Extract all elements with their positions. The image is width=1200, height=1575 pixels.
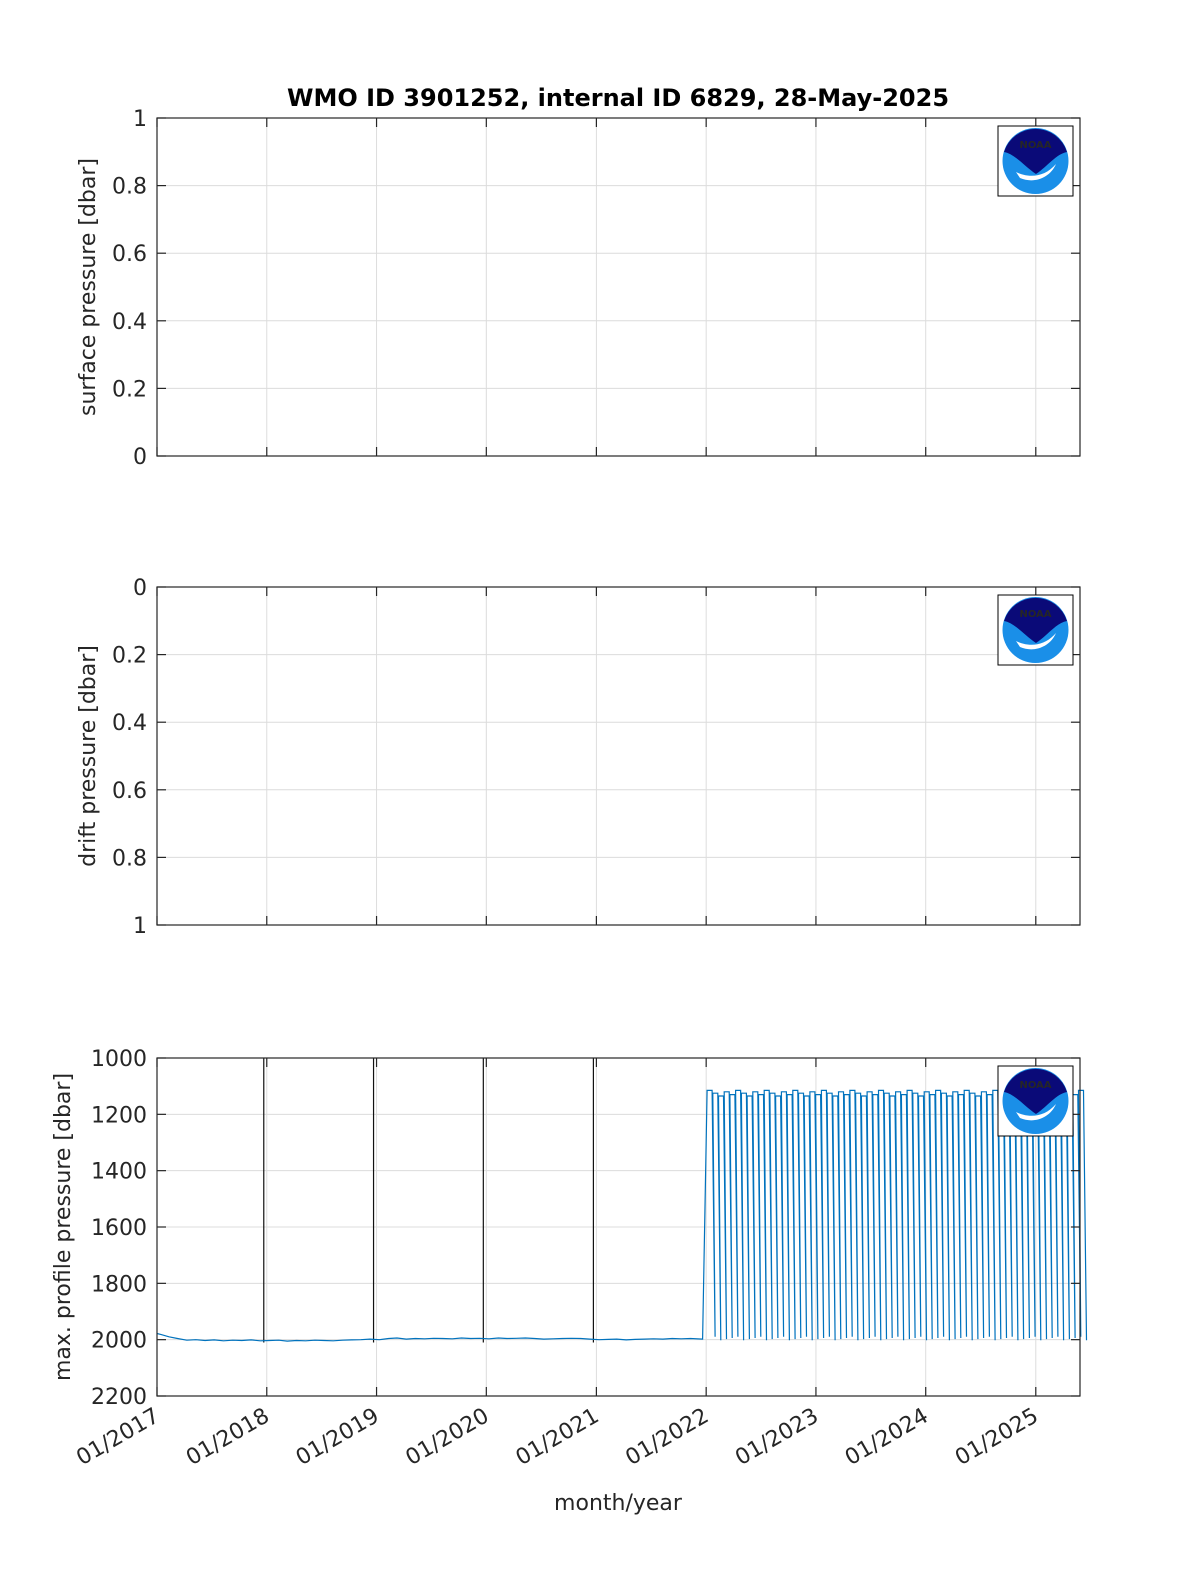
y-tick-label: 0 [133, 576, 147, 601]
logo-text: NOAA [1019, 1080, 1051, 1091]
logo-upper-dark [1004, 1068, 1067, 1114]
profile-pressure-series [156, 1089, 1088, 1342]
profile-y-label: max. profile pressure [dbar] [51, 1073, 76, 1381]
surface-grid [156, 117, 1080, 457]
y-tick-label: 2000 [91, 1329, 147, 1354]
logo-upper-dark [1004, 128, 1067, 174]
logo-text: NOAA [1019, 140, 1051, 151]
y-tick-label: 0.4 [112, 711, 147, 736]
y-tick-label: 0.4 [112, 310, 147, 335]
noaa-logo-2: NOAA [997, 594, 1074, 666]
logo-upper-dark [1004, 597, 1067, 643]
y-tick-label: 1400 [91, 1160, 147, 1185]
y-tick-label: 2200 [91, 1385, 147, 1410]
panel-max-profile-pressure: 1000 1200 1400 1600 1800 2000 2200 max. profil… [51, 1047, 1088, 1471]
drift-axes-frame [156, 586, 1081, 926]
y-tick-label: 1200 [91, 1103, 147, 1128]
drift-grid [156, 586, 1080, 926]
y-tick-label: 1600 [91, 1216, 147, 1241]
y-tick-label: 1 [133, 107, 147, 132]
surface-y-label: surface pressure [dbar] [76, 158, 101, 416]
panel-surface-pressure: 0 0.2 0.4 0.6 0.8 1 surface pressure [dbar] N… [76, 107, 1081, 470]
logo-bird [1016, 1104, 1056, 1121]
profile-pressure-line [156, 1089, 1088, 1342]
logo-text: NOAA [1019, 609, 1051, 620]
panel-drift-pressure: 0 0.2 0.4 0.6 0.8 1 drift pressure [dbar] NOA… [76, 576, 1081, 939]
y-tick-label: 0.6 [112, 242, 147, 267]
surface-y-ticks: 0 0.2 0.4 0.6 0.8 1 [112, 107, 1080, 470]
x-tick-labels: 01/2017 01/2018 01/2019 01/2020 01/2021 01/20… [72, 1404, 1042, 1471]
drift-y-label: drift pressure [dbar] [76, 645, 101, 867]
y-tick-label: 0.6 [112, 779, 147, 804]
logo-bird [1016, 164, 1056, 181]
year-marker-lines [263, 1058, 594, 1343]
profile-y-ticks: 1000 1200 1400 1600 1800 2000 2200 [91, 1047, 1080, 1410]
y-tick-label: 0.8 [112, 846, 147, 871]
surface-axes-frame [156, 117, 1081, 457]
x-axis-label: month/year [554, 1491, 683, 1516]
x-tick-label: 01/2025 [951, 1404, 1043, 1471]
x-tick-label: 01/2022 [622, 1404, 714, 1471]
x-tick-label: 01/2020 [402, 1404, 494, 1471]
x-tick-label: 01/2018 [182, 1404, 274, 1471]
noaa-logo-1: NOAA [997, 125, 1074, 197]
x-tick-label: 01/2021 [512, 1404, 604, 1471]
y-tick-label: 0 [133, 445, 147, 470]
y-tick-label: 0.2 [112, 377, 147, 402]
noaa-logo-3: NOAA [997, 1065, 1074, 1137]
figure-title: WMO ID 3901252, internal ID 6829, 28-May… [287, 84, 949, 112]
y-tick-label: 0.2 [112, 644, 147, 669]
x-tick-label: 01/2019 [292, 1404, 384, 1471]
y-tick-label: 1800 [91, 1272, 147, 1297]
x-tick-label: 01/2023 [731, 1404, 823, 1471]
y-tick-label: 1 [133, 914, 147, 939]
x-tick-label: 01/2024 [841, 1404, 933, 1471]
y-tick-label: 1000 [91, 1047, 147, 1072]
x-tick-label: 01/2017 [72, 1404, 164, 1471]
drift-y-ticks: 0 0.2 0.4 0.6 0.8 1 [112, 576, 1080, 939]
profile-x-tickmarks [156, 1058, 1037, 1396]
logo-bird [1016, 633, 1056, 650]
y-tick-label: 0.8 [112, 175, 147, 200]
drift-x-tickmarks [156, 587, 1037, 925]
